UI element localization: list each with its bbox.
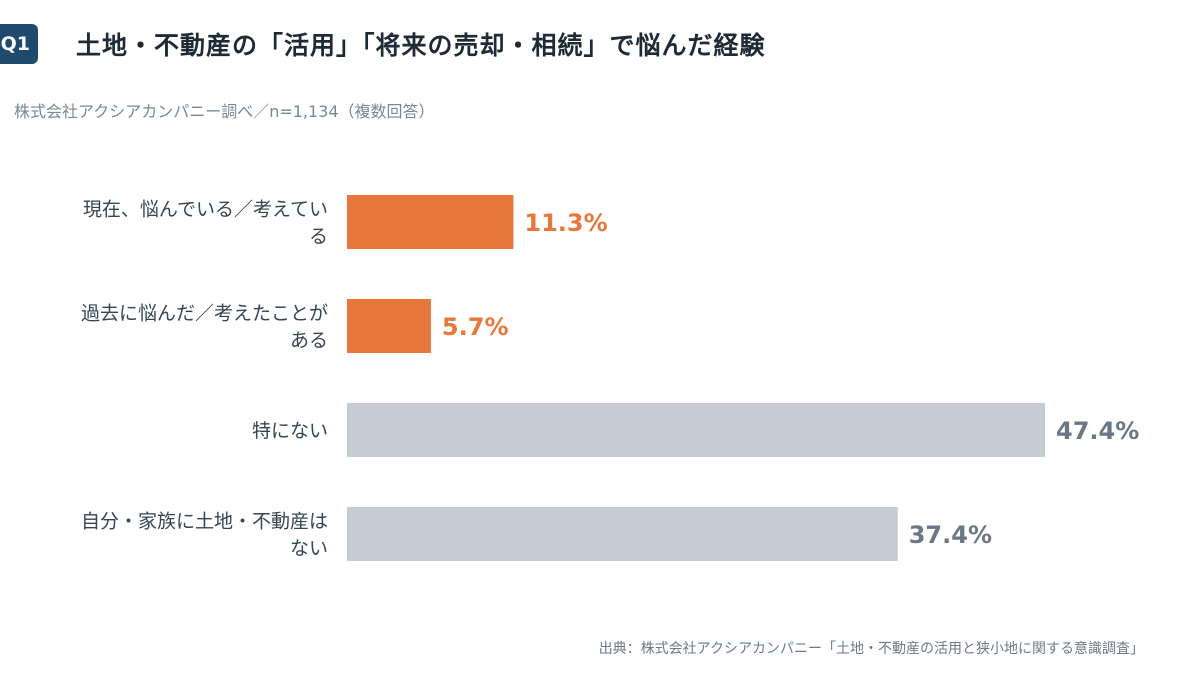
value-label-1: 5.7% xyxy=(442,313,509,341)
category-label-1-line-0: 過去に悩んだ／考えたことが xyxy=(81,303,328,325)
chart-subtitle: 株式会社アクシアカンパニー調べ／n=1,134（複数回答） xyxy=(14,102,435,121)
value-label-0: 11.3% xyxy=(524,209,607,237)
category-label-2: 特にない xyxy=(252,420,328,442)
source-note: 出典：株式会社アクシアカンパニー「土地・不動産の活用と狭小地に関する意識調査」 xyxy=(598,641,1144,657)
bar-0 xyxy=(347,195,514,249)
bar-2 xyxy=(347,403,1045,457)
category-label-3-line-0: 自分・家族に土地・不動産は xyxy=(81,511,328,533)
bar-3 xyxy=(347,507,898,561)
chart-title: 土地・不動産の「活用」「将来の売却・相続」で悩んだ経験 xyxy=(76,31,766,60)
category-label-0-line-1: る xyxy=(309,226,328,248)
category-label-3-line-1: ない xyxy=(290,538,328,560)
question-badge: Q1 xyxy=(0,24,38,64)
value-label-2: 47.4% xyxy=(1056,417,1139,445)
value-label-3: 37.4% xyxy=(909,521,992,549)
category-label-1-line-1: ある xyxy=(290,330,328,352)
category-label-0-line-0: 現在、悩んでいる／考えてい xyxy=(83,199,328,221)
bar-1 xyxy=(347,299,431,353)
